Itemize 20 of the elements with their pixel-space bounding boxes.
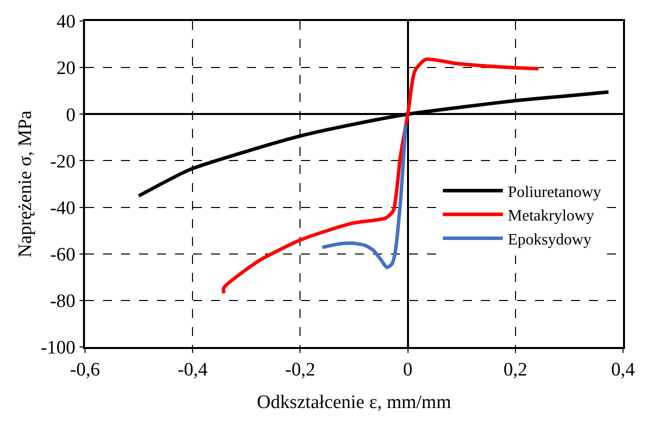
legend-label: Poliuretanowy <box>508 184 602 201</box>
y-tick-label: 40 <box>56 12 76 33</box>
legend-label: Epoksydowy <box>508 231 592 248</box>
y-tick-label: 20 <box>56 58 76 80</box>
x-tick-label: -0,2 <box>285 360 316 381</box>
y-axis-title: Naprężenie σ, MPa <box>14 110 36 258</box>
x-tick-label: 0,4 <box>611 360 636 381</box>
legend-label: Metakrylowy <box>508 208 594 225</box>
y-tick-label: -80 <box>50 291 76 312</box>
x-tick-label: 0,2 <box>504 360 528 381</box>
y-tick-label: -100 <box>40 338 76 359</box>
y-tick-label: -60 <box>50 244 76 266</box>
y-tick-label: -20 <box>50 151 76 172</box>
x-tick-label: -0,4 <box>178 360 208 381</box>
y-tick-label: 0 <box>66 104 76 126</box>
y-tick-label: -40 <box>50 198 76 219</box>
x-axis-title: Odkształcenie ε, mm/mm <box>256 392 452 413</box>
x-tick-label: 0 <box>403 360 413 381</box>
x-tick-label: -0,6 <box>70 360 100 381</box>
line-series <box>320 123 408 270</box>
